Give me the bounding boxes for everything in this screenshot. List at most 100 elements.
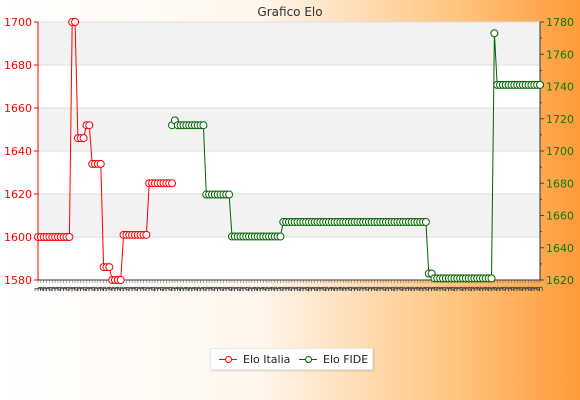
x-tick-label: 1 xyxy=(60,286,70,292)
x-tick-label: 1 xyxy=(530,286,540,292)
x-tick-label: 3 xyxy=(442,286,452,292)
x-tick-label: 3 xyxy=(391,286,401,292)
x-tick-label: 1 xyxy=(513,286,523,292)
x-tick-label: 1 xyxy=(428,286,438,292)
legend-label-elo-fide: Elo FIDE xyxy=(323,352,369,366)
data-point-elo-italia xyxy=(71,18,80,26)
x-tick-label: 3 xyxy=(468,286,478,292)
x-tick-label: 3 xyxy=(100,286,110,292)
x-tick-label: 1 xyxy=(256,286,266,292)
x-tick-label: 2 xyxy=(122,286,132,292)
x-tick-label: 1 xyxy=(34,286,44,292)
x-tick-label: 2 xyxy=(140,286,150,292)
x-tick-label: 2 xyxy=(251,286,261,292)
right-tick-label: 1760 xyxy=(546,48,574,61)
x-tick-label: 1 xyxy=(419,286,429,292)
x-tick-label: 1 xyxy=(214,286,224,292)
x-tick-label: 1 xyxy=(359,286,369,292)
data-point-elo-italia xyxy=(79,134,88,143)
x-tick-label: 1 xyxy=(68,286,78,292)
x-tick-label: 2 xyxy=(294,286,304,292)
x-tick-label: 1 xyxy=(453,286,463,292)
x-tick-label: 3 xyxy=(194,286,204,292)
grid-band xyxy=(38,108,540,151)
x-tick-label: 2 xyxy=(276,286,286,292)
x-tick-label: 1 xyxy=(342,286,352,292)
right-tick-label: 1660 xyxy=(546,210,574,223)
x-tick-label: 3 xyxy=(382,286,392,292)
x-tick-label: 1 xyxy=(308,286,318,292)
x-tick-label: 3 xyxy=(237,286,247,292)
x-tick-label: 2 xyxy=(430,286,440,292)
x-tick-label: 1 xyxy=(393,286,403,292)
x-tick-label: 3 xyxy=(211,286,221,292)
x-tick-label: 3 xyxy=(425,286,435,292)
left-tick-label: 1640 xyxy=(4,145,32,158)
x-tick-label: 3 xyxy=(373,286,383,292)
x-tick-label: 1 xyxy=(171,286,181,292)
data-point-elo-italia xyxy=(85,121,94,130)
x-tick-label: 3 xyxy=(134,286,144,292)
x-tick-label: 3 xyxy=(502,286,512,292)
x-tick-label: 3 xyxy=(65,286,75,292)
x-tick-label: 2 xyxy=(482,286,492,292)
right-tick-label: 1780 xyxy=(546,16,574,29)
x-tick-label: 2 xyxy=(388,286,398,292)
x-tick-label: 1 xyxy=(102,286,112,292)
x-tick-label: 2 xyxy=(396,286,406,292)
x-tick-label: 3 xyxy=(74,286,84,292)
x-tick-label: 3 xyxy=(160,286,170,292)
x-tick-label: 1 xyxy=(402,286,412,292)
x-tick-label: 2 xyxy=(174,286,184,292)
x-tick-label: 2 xyxy=(456,286,466,292)
x-tick-label: 1 xyxy=(43,286,53,292)
x-tick-label: 3 xyxy=(168,286,178,292)
x-tick-label: 3 xyxy=(485,286,495,292)
x-tick-label: 3 xyxy=(450,286,460,292)
x-tick-label: 1 xyxy=(316,286,326,292)
x-tick-label: 1 xyxy=(205,286,215,292)
left-tick-label: 1580 xyxy=(4,274,32,287)
x-tick-label: 1 xyxy=(325,286,335,292)
x-tick-label: 3 xyxy=(91,286,101,292)
left-tick-label: 1680 xyxy=(4,59,32,72)
x-tick-label: 3 xyxy=(117,286,127,292)
x-tick-label: 2 xyxy=(71,286,81,292)
x-tick-label: 3 xyxy=(459,286,469,292)
x-tick-label: 3 xyxy=(416,286,426,292)
x-tick-label: 3 xyxy=(536,286,546,292)
x-tick-label: 1 xyxy=(368,286,378,292)
x-tick-label: 2 xyxy=(37,286,47,292)
x-tick-label: 2 xyxy=(225,286,235,292)
x-tick-label: 2 xyxy=(336,286,346,292)
data-point-elo-italia xyxy=(116,276,125,284)
data-point-elo-fide xyxy=(225,190,234,199)
chart-title: Grafico Elo xyxy=(257,5,322,19)
x-tick-label: 3 xyxy=(245,286,255,292)
x-tick-label: 3 xyxy=(125,286,135,292)
x-tick-label: 1 xyxy=(411,286,421,292)
x-tick-label: 1 xyxy=(274,286,284,292)
x-tick-label: 1 xyxy=(197,286,207,292)
data-point-elo-italia xyxy=(96,159,105,168)
grid-band xyxy=(38,194,540,237)
left-tick-label: 1620 xyxy=(4,188,32,201)
x-tick-label: 2 xyxy=(63,286,73,292)
x-tick-label: 2 xyxy=(448,286,458,292)
data-point-elo-italia xyxy=(65,233,74,241)
x-tick-label: 3 xyxy=(399,286,409,292)
x-tick-label: 2 xyxy=(490,286,500,292)
x-tick-label: 2 xyxy=(473,286,483,292)
x-tick-label: 2 xyxy=(234,286,244,292)
left-tick-label: 1660 xyxy=(4,102,32,115)
x-tick-label: 2 xyxy=(413,286,423,292)
x-tick-label: 3 xyxy=(202,286,212,292)
x-tick-label: 1 xyxy=(120,286,130,292)
x-tick-label: 1 xyxy=(436,286,446,292)
data-point-elo-italia xyxy=(142,230,151,239)
x-tick-label: 2 xyxy=(131,286,141,292)
x-tick-label: 2 xyxy=(97,286,107,292)
x-tick-label: 2 xyxy=(507,286,517,292)
